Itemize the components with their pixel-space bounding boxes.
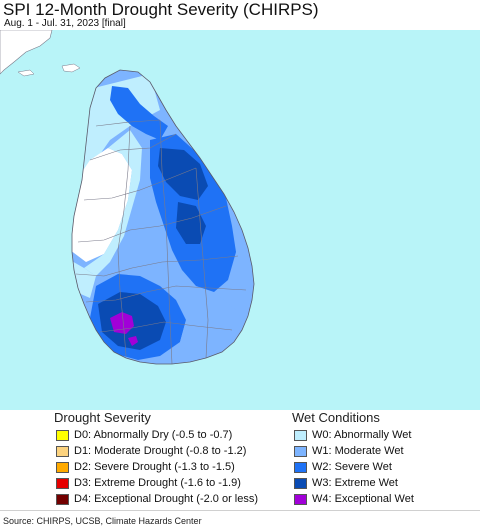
legend-item-d3: D3: Extreme Drought (-1.6 to -1.9) — [56, 476, 241, 490]
map-title: SPI 12-Month Drought Severity (CHIRPS) — [3, 0, 319, 19]
legend-label-d0: D0: Abnormally Dry (-0.5 to -0.7) — [74, 429, 233, 441]
legend-item-d4: D4: Exceptional Drought (-2.0 or less) — [56, 492, 258, 506]
legend-swatch-w3 — [294, 477, 307, 489]
legend-swatch-d2 — [56, 461, 69, 473]
legend-item-d0: D0: Abnormally Dry (-0.5 to -0.7) — [56, 428, 232, 442]
legend-swatch-d1 — [56, 445, 69, 457]
ocean — [0, 30, 480, 410]
legend-label-d2: D2: Severe Drought (-1.3 to -1.5) — [74, 461, 235, 473]
wet-legend: Wet Conditions W0: Abnormally Wet W1: Mo… — [292, 410, 480, 510]
legend-swatch-w2 — [294, 461, 307, 473]
drought-legend: Drought Severity D0: Abnormally Dry (-0.… — [0, 410, 290, 510]
legend-label-d4: D4: Exceptional Drought (-2.0 or less) — [74, 493, 259, 505]
zone-w1-southeast — [180, 292, 248, 358]
legend-item-d2: D2: Severe Drought (-1.3 to -1.5) — [56, 460, 235, 474]
zone-w3-east — [158, 148, 208, 200]
zone-w3-east-central — [176, 202, 206, 244]
legend-swatch-d0 — [56, 429, 69, 441]
source-footer: Source: CHIRPS, UCSB, Climate Hazards Ce… — [0, 510, 480, 531]
legend-item-d1: D1: Moderate Drought (-0.8 to -1.2) — [56, 444, 246, 458]
legend: Drought Severity D0: Abnormally Dry (-0.… — [0, 410, 480, 510]
island-outline — [71, 69, 255, 365]
zone-w0-central-west — [84, 130, 142, 276]
legend-item-w4: W4: Exceptional Wet — [294, 492, 414, 506]
wet-legend-heading: Wet Conditions — [292, 410, 380, 425]
severity-zones — [72, 74, 248, 360]
legend-swatch-d3 — [56, 477, 69, 489]
islet — [61, 63, 81, 73]
drought-legend-heading: Drought Severity — [54, 410, 151, 425]
map-svg — [0, 30, 480, 410]
legend-label-w4: W4: Exceptional Wet — [312, 493, 414, 505]
zone-normal-northwest — [72, 148, 132, 262]
legend-swatch-w0 — [294, 429, 307, 441]
zone-w4-spot — [128, 336, 138, 346]
legend-item-w1: W1: Moderate Wet — [294, 444, 404, 458]
legend-swatch-d4 — [56, 493, 69, 505]
legend-item-w0: W0: Abnormally Wet — [294, 428, 411, 442]
legend-label-w1: W1: Moderate Wet — [312, 445, 404, 457]
legend-item-w2: W2: Severe Wet — [294, 460, 392, 474]
legend-item-w3: W3: Extreme Wet — [294, 476, 398, 490]
legend-label-w0: W0: Abnormally Wet — [312, 429, 412, 441]
legend-swatch-w1 — [294, 445, 307, 457]
legend-label-d1: D1: Moderate Drought (-0.8 to -1.2) — [74, 445, 247, 457]
islet — [17, 69, 35, 77]
source-text: Source: CHIRPS, UCSB, Climate Hazards Ce… — [3, 516, 202, 526]
india-mainland — [0, 30, 53, 75]
drought-map — [0, 30, 480, 410]
legend-label-w2: W2: Severe Wet — [312, 461, 392, 473]
map-subtitle: Aug. 1 - Jul. 31, 2023 [final] — [4, 18, 126, 29]
legend-label-w3: W3: Extreme Wet — [312, 477, 398, 489]
district-boundaries — [75, 119, 247, 365]
legend-swatch-w4 — [294, 493, 307, 505]
legend-label-d3: D3: Extreme Drought (-1.6 to -1.9) — [74, 477, 241, 489]
zone-w2-north — [110, 86, 168, 140]
